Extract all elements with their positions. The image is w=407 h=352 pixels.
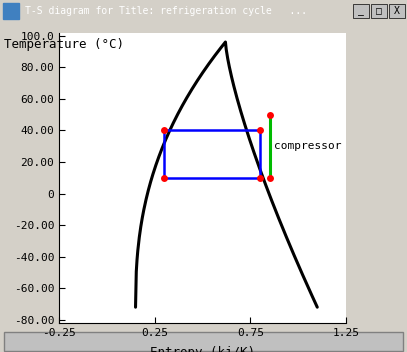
Text: _: _ [358, 6, 364, 16]
Text: □: □ [376, 6, 382, 16]
Text: X: X [394, 6, 400, 16]
Bar [371, 4, 387, 18]
Text: T-S diagram for Title: refrigeration cycle   ...: T-S diagram for Title: refrigeration cyc… [25, 6, 307, 16]
Text: compressor: compressor [274, 141, 342, 151]
Bar [353, 4, 369, 18]
Text: Temperature (°C): Temperature (°C) [4, 38, 124, 51]
X-axis label: Entropy (kj/K): Entropy (kj/K) [150, 346, 255, 352]
Bar [3, 3, 19, 19]
Bar [389, 4, 405, 18]
FancyBboxPatch shape [4, 332, 403, 351]
